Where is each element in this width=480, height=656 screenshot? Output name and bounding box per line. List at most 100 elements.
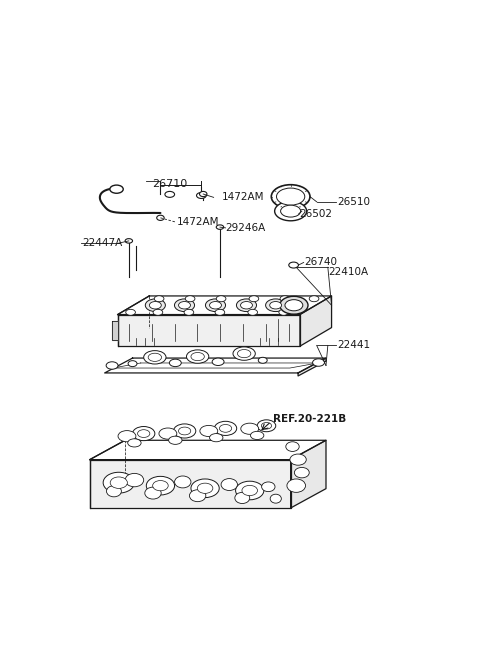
Ellipse shape bbox=[286, 441, 299, 451]
Ellipse shape bbox=[200, 192, 207, 197]
Ellipse shape bbox=[210, 434, 223, 441]
Ellipse shape bbox=[238, 350, 251, 358]
Polygon shape bbox=[290, 440, 326, 508]
Ellipse shape bbox=[237, 299, 256, 312]
Ellipse shape bbox=[191, 479, 219, 497]
Ellipse shape bbox=[309, 296, 319, 302]
Ellipse shape bbox=[276, 188, 305, 205]
Ellipse shape bbox=[169, 359, 181, 367]
Ellipse shape bbox=[186, 350, 209, 363]
Ellipse shape bbox=[196, 192, 206, 199]
Text: 29246A: 29246A bbox=[226, 223, 266, 233]
Ellipse shape bbox=[132, 426, 155, 441]
Ellipse shape bbox=[215, 421, 237, 436]
Text: 26510: 26510 bbox=[337, 197, 370, 207]
Ellipse shape bbox=[271, 185, 310, 209]
Ellipse shape bbox=[168, 436, 182, 444]
Ellipse shape bbox=[148, 353, 162, 361]
Ellipse shape bbox=[215, 310, 225, 316]
Ellipse shape bbox=[236, 482, 264, 500]
Polygon shape bbox=[298, 358, 326, 376]
Ellipse shape bbox=[210, 302, 221, 309]
Text: 26710: 26710 bbox=[152, 178, 187, 188]
Ellipse shape bbox=[261, 422, 272, 429]
Ellipse shape bbox=[179, 302, 191, 309]
Ellipse shape bbox=[159, 428, 177, 439]
Ellipse shape bbox=[242, 485, 257, 496]
Ellipse shape bbox=[145, 487, 161, 499]
Ellipse shape bbox=[145, 299, 166, 312]
Ellipse shape bbox=[128, 361, 137, 367]
Ellipse shape bbox=[125, 474, 144, 487]
Ellipse shape bbox=[280, 296, 290, 302]
Text: 26502: 26502 bbox=[299, 209, 332, 219]
Ellipse shape bbox=[184, 310, 194, 316]
Ellipse shape bbox=[279, 310, 288, 316]
Ellipse shape bbox=[174, 299, 194, 312]
Ellipse shape bbox=[219, 424, 232, 432]
Ellipse shape bbox=[275, 201, 307, 221]
Ellipse shape bbox=[165, 192, 175, 197]
Ellipse shape bbox=[107, 485, 121, 497]
Polygon shape bbox=[90, 440, 326, 460]
Ellipse shape bbox=[290, 454, 306, 465]
Ellipse shape bbox=[110, 185, 123, 194]
Ellipse shape bbox=[248, 310, 258, 316]
Ellipse shape bbox=[233, 347, 255, 360]
Ellipse shape bbox=[221, 479, 238, 491]
Polygon shape bbox=[90, 460, 290, 508]
Ellipse shape bbox=[144, 350, 166, 364]
Ellipse shape bbox=[110, 477, 127, 489]
Ellipse shape bbox=[287, 479, 306, 493]
Ellipse shape bbox=[205, 299, 226, 312]
Ellipse shape bbox=[285, 300, 303, 311]
Ellipse shape bbox=[153, 310, 163, 316]
Polygon shape bbox=[112, 321, 118, 340]
Polygon shape bbox=[118, 314, 300, 346]
Ellipse shape bbox=[241, 423, 259, 434]
Ellipse shape bbox=[265, 299, 286, 312]
Ellipse shape bbox=[312, 359, 324, 366]
Text: REF.20-221B: REF.20-221B bbox=[273, 415, 347, 424]
Ellipse shape bbox=[173, 424, 196, 438]
Ellipse shape bbox=[270, 494, 281, 503]
Ellipse shape bbox=[216, 296, 226, 302]
Ellipse shape bbox=[197, 483, 213, 493]
Ellipse shape bbox=[106, 361, 118, 369]
Text: 22441: 22441 bbox=[337, 340, 370, 350]
Ellipse shape bbox=[212, 358, 224, 365]
Text: 26740: 26740 bbox=[304, 257, 337, 268]
Ellipse shape bbox=[190, 490, 206, 502]
Ellipse shape bbox=[138, 430, 150, 438]
Ellipse shape bbox=[257, 420, 276, 432]
Ellipse shape bbox=[128, 439, 141, 447]
Text: 22447A: 22447A bbox=[83, 238, 122, 248]
Text: 1472AM: 1472AM bbox=[222, 192, 264, 202]
Ellipse shape bbox=[281, 205, 300, 217]
Ellipse shape bbox=[270, 302, 282, 309]
Ellipse shape bbox=[289, 262, 299, 268]
Ellipse shape bbox=[200, 425, 218, 436]
Ellipse shape bbox=[216, 225, 224, 230]
Ellipse shape bbox=[156, 215, 164, 220]
Polygon shape bbox=[118, 296, 332, 314]
Ellipse shape bbox=[146, 476, 175, 495]
Ellipse shape bbox=[185, 296, 195, 302]
Ellipse shape bbox=[125, 239, 132, 243]
Text: 22410A: 22410A bbox=[328, 267, 368, 277]
Ellipse shape bbox=[235, 493, 250, 504]
Ellipse shape bbox=[191, 352, 204, 361]
Ellipse shape bbox=[149, 302, 161, 309]
Polygon shape bbox=[300, 296, 332, 346]
Ellipse shape bbox=[126, 310, 135, 316]
Text: 1472AM: 1472AM bbox=[177, 217, 220, 227]
Ellipse shape bbox=[175, 476, 191, 488]
Ellipse shape bbox=[103, 472, 134, 493]
Ellipse shape bbox=[179, 427, 191, 435]
Ellipse shape bbox=[280, 297, 308, 314]
Ellipse shape bbox=[258, 358, 267, 363]
Ellipse shape bbox=[153, 481, 168, 491]
Polygon shape bbox=[105, 358, 326, 373]
Ellipse shape bbox=[294, 468, 309, 478]
Ellipse shape bbox=[154, 296, 164, 302]
